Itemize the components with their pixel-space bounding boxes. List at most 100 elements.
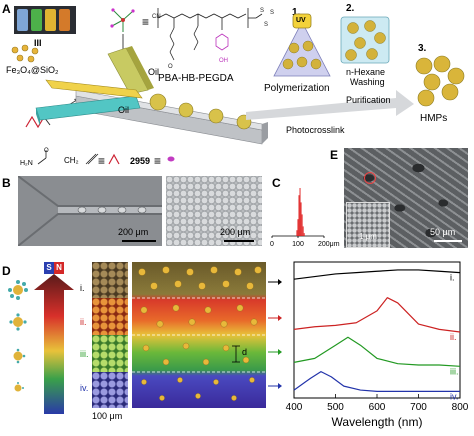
spectra-tick-label: 500 <box>327 402 344 413</box>
np-size-axis-label: Increased NP size <box>35 299 45 372</box>
scale-label-e-main: 50 μm <box>430 227 456 237</box>
row-label-iv: iv. <box>80 383 89 393</box>
svg-text:S: S <box>270 10 274 16</box>
spectra-series-label: iii. <box>450 366 459 376</box>
spectra-series-2 <box>293 297 461 333</box>
hist-bar <box>298 195 300 236</box>
np-icon-row-iii <box>13 348 26 364</box>
spectra-frame <box>293 261 461 399</box>
step2-label-a: n-Hexane <box>346 67 386 77</box>
oil-top-label: Oil <box>148 67 159 77</box>
oil-left-label: Oil <box>118 105 129 115</box>
hist-bar <box>296 230 298 236</box>
washing-beaker <box>340 16 390 64</box>
process-arrow <box>246 90 414 120</box>
svg-text:S: S <box>260 8 264 14</box>
label-III: III <box>34 38 42 48</box>
monomer-equiv-symbol: ≡ <box>98 154 106 168</box>
scale-label-e-inset: 1 μm <box>359 232 377 241</box>
row-label-i: i. <box>80 283 85 293</box>
np-size-gradient-arrow <box>34 274 74 414</box>
spectra-series-label: ii. <box>450 332 457 342</box>
hist-bar <box>302 226 304 236</box>
sem-highlight-circle <box>364 172 376 184</box>
spectra-tick-label: 600 <box>369 402 386 413</box>
row-label-iii: iii. <box>80 349 89 359</box>
magnet-s: S <box>44 262 54 274</box>
photoinitiator-icon <box>167 156 175 162</box>
sem-inset: 1 μm <box>346 202 390 248</box>
microfluidic-chip <box>35 46 268 145</box>
hist-tick-label: 0 <box>270 241 274 248</box>
hist-bar <box>297 219 299 236</box>
step2-number: 2. <box>346 3 355 14</box>
size-histogram: 0 100 200μm <box>270 188 340 248</box>
step1-label: Polymerization <box>264 83 330 94</box>
spectra-tick-label: 700 <box>410 402 427 413</box>
microchannel-photo: 200 μm <box>18 176 162 246</box>
polymer-name-label: PBA-HB-PEGDA <box>158 73 234 84</box>
spectra-tick-label: 400 <box>286 402 303 413</box>
photoinitiator-label: 2959 <box>130 156 151 166</box>
hist-bar <box>301 214 303 236</box>
hist-bar <box>300 202 302 236</box>
np-icon-row-i <box>8 280 28 300</box>
spectra-series-label: iv. <box>450 391 458 401</box>
spectra-series-3 <box>293 336 461 367</box>
scale-label-d: 100 μm <box>92 411 123 421</box>
panel-letter-e: E <box>330 148 339 162</box>
panel-letter-a: A <box>2 2 11 16</box>
scale-bar-e-main <box>434 240 462 242</box>
spectra-series-label: i. <box>450 273 455 283</box>
photocrosslink-label: Photocrosslink <box>286 125 345 135</box>
nanoparticle-cluster-icon <box>11 44 39 63</box>
np-icon-row-iv <box>14 382 24 392</box>
reflection-spectra-chart: 400 500 600 700 800 Wavelength (nm) i. ii. iii. i… <box>286 261 469 429</box>
panel-letter-d: D <box>2 264 11 278</box>
monomer-formula-label: CH₂ <box>64 156 79 165</box>
hist-bar <box>299 188 301 236</box>
spectra-x-label: Wavelength (nm) <box>332 415 423 429</box>
d-spacing-label: d <box>242 347 248 357</box>
hmps-cluster <box>415 55 465 107</box>
vinyl-icon <box>85 153 99 165</box>
svg-text:O: O <box>168 64 173 70</box>
scale-bar-b2 <box>224 240 254 242</box>
uv-lamp-triangle <box>273 13 331 77</box>
monomer-symbol-icon <box>108 153 120 165</box>
step3-label: HMPs <box>420 113 448 124</box>
svg-text:CN: CN <box>152 14 161 20</box>
scale-bar-b1 <box>122 240 156 242</box>
row-label-ii: ii. <box>80 317 87 327</box>
branched-polymer-icon <box>110 8 135 32</box>
polymer-chemical-structure: CN S S S OH O <box>152 8 274 70</box>
step1-number: 1. <box>292 7 301 18</box>
svg-text:S: S <box>264 22 268 28</box>
photoinitiator-equiv-symbol: ≡ <box>154 154 162 168</box>
hist-tick-label: 200μm <box>318 241 340 248</box>
sem-image: 1 μm 50 μm <box>344 148 468 248</box>
panel-letter-c: C <box>272 176 281 190</box>
spectra-tick-label: 800 <box>452 402 469 413</box>
step3-number: 3. <box>418 43 427 54</box>
monomer-prefix-label: H₂N <box>20 160 33 167</box>
row-arrows <box>268 279 282 389</box>
structural-color-schematic: d <box>132 262 266 408</box>
fe3o4-label: Fe₃O₄@SiO₂ <box>6 65 59 75</box>
panel-letter-b: B <box>2 176 11 190</box>
scale-label-b1: 200 μm <box>118 227 149 237</box>
svg-text:OH: OH <box>219 58 228 64</box>
np-icon-row-ii <box>9 313 27 331</box>
hist-tick-label: 100 <box>292 241 304 248</box>
hist-bar <box>303 233 305 236</box>
purification-label: Purification <box>346 95 391 105</box>
uv-label: UV <box>296 17 306 24</box>
micrograph-strip <box>92 262 128 408</box>
spectra-series-1 <box>293 269 461 280</box>
spectra-series-4 <box>293 370 460 392</box>
step2-label-b: Washing <box>350 77 385 87</box>
amide-structure-icon: O <box>37 148 49 165</box>
magnet-n: N <box>54 262 64 274</box>
polymer-equiv-symbol: ≡ <box>142 15 150 29</box>
svg-text:O: O <box>44 148 49 154</box>
